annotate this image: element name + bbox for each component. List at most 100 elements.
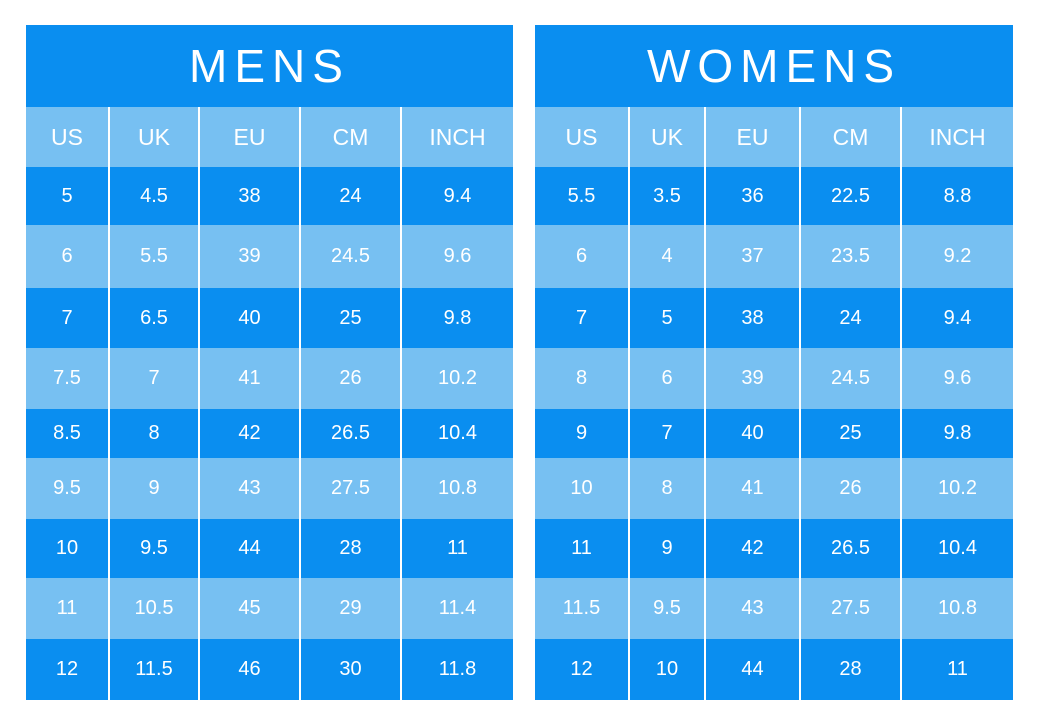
womens-size-chart: WOMENS US UK EU CM INCH 5.5 3.5 36 22.5 8.8 6 4 37 23… (535, 25, 1013, 700)
womens-header-uk: UK (628, 107, 704, 167)
womens-header-eu: EU (704, 107, 799, 167)
mens-cell-uk: 10.5 (108, 578, 198, 639)
mens-cell-uk: 6.5 (108, 288, 198, 348)
womens-cell-uk: 10 (628, 639, 704, 700)
mens-title: MENS (26, 25, 513, 107)
womens-size-row: 9 7 40 25 9.8 (535, 409, 1013, 458)
mens-cell-cm: 24.5 (299, 225, 400, 288)
womens-size-row: 8 6 39 24.5 9.6 (535, 348, 1013, 409)
womens-cell-uk: 8 (628, 458, 704, 519)
mens-cell-uk: 9 (108, 458, 198, 519)
mens-cell-inch: 11.4 (400, 578, 513, 639)
mens-cell-inch: 10.2 (400, 348, 513, 409)
womens-size-row: 5.5 3.5 36 22.5 8.8 (535, 167, 1013, 225)
mens-size-row: 10 9.5 44 28 11 (26, 519, 513, 578)
womens-cell-inch: 11 (900, 639, 1013, 700)
mens-size-row: 7.5 7 41 26 10.2 (26, 348, 513, 409)
mens-cell-inch: 9.6 (400, 225, 513, 288)
womens-header-us: US (565, 123, 598, 150)
womens-cell-inch: 10.2 (900, 458, 1013, 519)
mens-cell-inch: 10.8 (400, 458, 513, 519)
mens-cell-uk: 9.5 (108, 519, 198, 578)
mens-size-chart: MENS US UK EU CM INCH 5 4.5 38 24 9.4 6 5.5 39 24.5 9.… (26, 25, 513, 700)
mens-cell-cm: 30 (299, 639, 400, 700)
mens-cell-eu: 43 (198, 458, 299, 519)
mens-size-row: 12 11.5 46 30 11.8 (26, 639, 513, 700)
mens-cell-us: 11 (56, 597, 78, 619)
womens-cell-cm: 25 (799, 409, 900, 458)
mens-cell-inch: 9.4 (400, 167, 513, 225)
womens-cell-cm: 22.5 (799, 167, 900, 225)
womens-header-inch: INCH (900, 107, 1013, 167)
mens-cell-eu: 44 (198, 519, 299, 578)
mens-cell-us: 8.5 (53, 422, 81, 444)
mens-cell-eu: 38 (198, 167, 299, 225)
womens-cell-uk: 4 (628, 225, 704, 288)
womens-cell-cm: 24 (799, 288, 900, 348)
womens-size-row: 11 9 42 26.5 10.4 (535, 519, 1013, 578)
mens-cell-cm: 29 (299, 578, 400, 639)
mens-cell-cm: 28 (299, 519, 400, 578)
mens-cell-us: 10 (55, 537, 79, 559)
mens-cell-eu: 45 (198, 578, 299, 639)
mens-header-uk: UK (108, 107, 198, 167)
mens-cell-eu: 39 (198, 225, 299, 288)
womens-size-row: 6 4 37 23.5 9.2 (535, 225, 1013, 288)
womens-cell-inch: 10.8 (900, 578, 1013, 639)
womens-cell-uk: 6 (628, 348, 704, 409)
womens-cell-eu: 38 (704, 288, 799, 348)
womens-title: WOMENS (535, 25, 1013, 107)
womens-cell-cm: 24.5 (799, 348, 900, 409)
womens-cell-eu: 41 (704, 458, 799, 519)
womens-cell-uk: 3.5 (628, 167, 704, 225)
womens-cell-cm: 23.5 (799, 225, 900, 288)
womens-size-row: 10 8 41 26 10.2 (535, 458, 1013, 519)
womens-cell-cm: 26.5 (799, 519, 900, 578)
mens-cell-cm: 24 (299, 167, 400, 225)
womens-cell-eu: 42 (704, 519, 799, 578)
mens-cell-us: 5 (61, 184, 73, 207)
mens-header-row: US UK EU CM INCH (26, 107, 513, 167)
womens-cell-us: 7 (575, 306, 588, 329)
womens-cell-us: 11.5 (562, 597, 601, 619)
mens-cell-eu: 42 (198, 409, 299, 458)
womens-header-cm: CM (799, 107, 900, 167)
womens-cell-eu: 40 (704, 409, 799, 458)
mens-cell-cm: 27.5 (299, 458, 400, 519)
mens-cell-us: 7.5 (53, 367, 81, 389)
mens-cell-us: 9.5 (53, 477, 81, 499)
mens-cell-cm: 26.5 (299, 409, 400, 458)
womens-cell-eu: 44 (704, 639, 799, 700)
mens-cell-eu: 46 (198, 639, 299, 700)
mens-cell-inch: 11.8 (400, 639, 513, 700)
womens-cell-uk: 9.5 (628, 578, 704, 639)
womens-size-row: 12 10 44 28 11 (535, 639, 1013, 700)
mens-header-eu: EU (198, 107, 299, 167)
mens-size-row: 9.5 9 43 27.5 10.8 (26, 458, 513, 519)
mens-cell-us: 7 (61, 306, 73, 329)
womens-cell-cm: 27.5 (799, 578, 900, 639)
mens-cell-inch: 11 (400, 519, 513, 578)
mens-cell-inch: 10.4 (400, 409, 513, 458)
womens-cell-cm: 28 (799, 639, 900, 700)
mens-cell-uk: 7 (108, 348, 198, 409)
mens-size-row: 11 10.5 45 29 11.4 (26, 578, 513, 639)
mens-size-row: 7 6.5 40 25 9.8 (26, 288, 513, 348)
womens-cell-cm: 26 (799, 458, 900, 519)
womens-cell-inch: 9.4 (900, 288, 1013, 348)
mens-cell-cm: 25 (299, 288, 400, 348)
womens-cell-us: 10 (570, 477, 593, 499)
womens-cell-us: 8 (575, 367, 588, 389)
womens-cell-uk: 7 (628, 409, 704, 458)
mens-size-row: 8.5 8 42 26.5 10.4 (26, 409, 513, 458)
womens-cell-us: 12 (570, 658, 593, 680)
womens-cell-eu: 43 (704, 578, 799, 639)
womens-cell-eu: 36 (704, 167, 799, 225)
mens-cell-cm: 26 (299, 348, 400, 409)
womens-cell-inch: 9.2 (900, 225, 1013, 288)
mens-cell-us: 12 (55, 658, 79, 680)
mens-cell-uk: 5.5 (108, 225, 198, 288)
mens-cell-inch: 9.8 (400, 288, 513, 348)
mens-cell-eu: 40 (198, 288, 299, 348)
womens-size-row: 7 5 38 24 9.4 (535, 288, 1013, 348)
